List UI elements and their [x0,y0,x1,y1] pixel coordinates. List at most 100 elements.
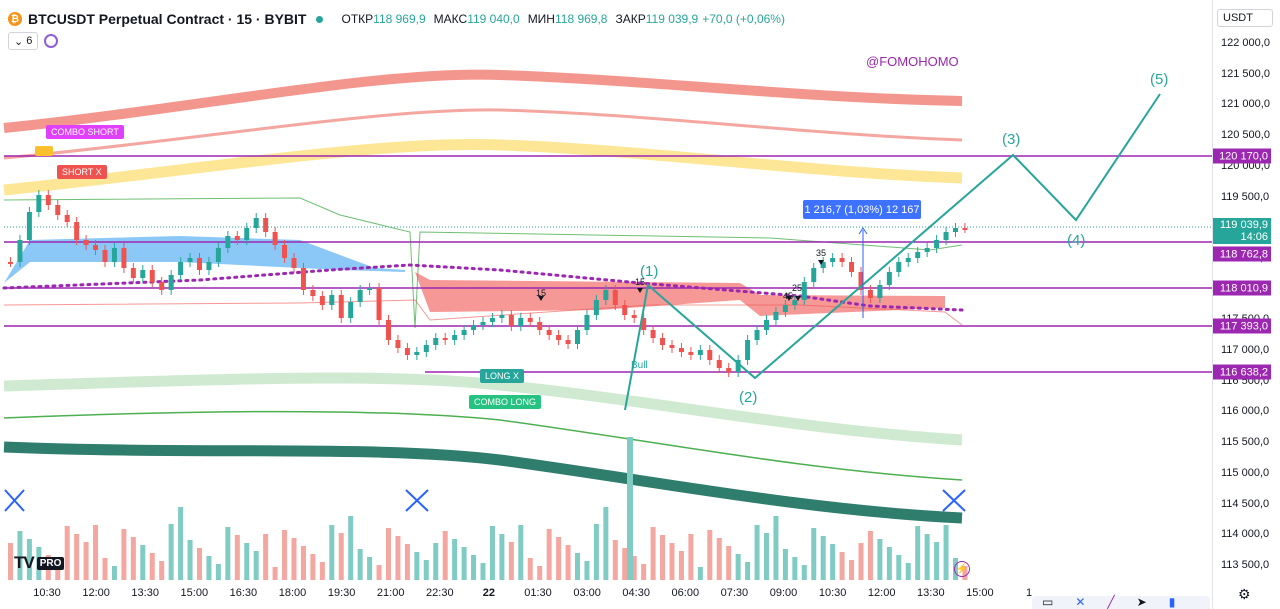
volume-bar [896,555,902,580]
toolbar-icon-1[interactable]: ▭ [1042,595,1054,609]
candle-body [754,330,760,340]
volume-bar [149,553,155,580]
candle-body [45,195,51,205]
sync-icon[interactable] [44,34,59,48]
toolbar-icon-4[interactable]: ➤ [1136,595,1147,609]
volume-bar [423,560,429,580]
candle-body [36,195,42,212]
candle-body [55,205,61,215]
lower-band-teal-thick [3,441,963,524]
candle-body [159,282,165,290]
wave-label-2: (2) [739,389,757,406]
tv-logo-mark: TV [14,553,35,572]
bottom-toolbar: ▭ ✕ ╱ ➤ ▮ [1032,595,1210,609]
upper-band-yellow [3,138,963,196]
high-value: 119 040,0 [467,12,520,26]
price-tag-level-4: 117 393,0 [1213,318,1271,334]
current-price: 119 039,9 [1219,219,1268,231]
time-axis-label: 22:30 [426,587,454,599]
candle-body [206,262,212,270]
volume-bar [527,558,533,580]
candle-body [64,215,70,222]
candle-body [820,262,826,268]
candle-body [650,330,656,338]
volume-bar [924,534,930,580]
volume-bar [792,557,798,580]
volume-bar [499,534,505,580]
tradingview-logo[interactable]: TV PRO [14,553,65,573]
gear-icon[interactable]: ⚙ [1238,586,1251,602]
volume-bar [839,552,845,580]
volume-bar [338,533,344,580]
volume-bar [612,540,618,580]
volume-bar [376,565,382,580]
toolbar-icon-5[interactable]: ▮ [1168,595,1176,609]
candle-body [934,240,940,248]
candle-body [291,258,297,268]
watermark: @FOMOHOMO [866,54,959,69]
price-axis-label: 120 500,0 [1221,129,1270,142]
symbol-title[interactable]: BTCUSDT Perpetual Contract · 15 · BYBIT [28,11,307,27]
indicators-toggle[interactable]: ⌄ 6 [8,32,39,50]
price-tag-level-3: 118 010,9 [1213,280,1271,296]
candle-body [140,270,146,278]
time-axis-label: 1 [1025,587,1033,599]
time-axis-label: 12:00 [82,587,110,599]
time-axis-label: 03:00 [573,587,601,599]
candle-body [764,320,769,330]
price-axis[interactable] [1212,0,1280,609]
toolbar-icon-2[interactable]: ✕ [1075,595,1086,609]
toolbar-icon-3[interactable]: ╱ [1107,595,1115,609]
volume-bar [367,557,373,580]
change-value: +70,0 (+0,06%) [702,12,785,26]
time-axis-label: 12:00 [867,587,896,599]
lower-band-red-thin [3,299,963,326]
volume-bar [244,543,250,580]
candle-body [272,232,278,245]
candle-body [641,318,647,330]
time-axis-label: 10:30 [33,587,61,599]
volume-bar [641,564,647,580]
time-axis-label: 16:30 [229,587,258,599]
candle-body [830,258,836,262]
volume-bar [282,530,288,580]
volume-bar [17,531,23,580]
x-marker-left [4,489,25,512]
candle-body [584,315,590,330]
volume-bar [395,536,401,580]
candle-body [839,258,845,262]
candle-body [905,258,911,262]
candle-body [631,315,637,318]
currency-select[interactable]: USDT [1217,9,1273,27]
lightning-icon[interactable]: ⚡ [954,561,970,577]
volume-bar [26,539,32,580]
volume-bar [489,526,495,580]
volume-bar [858,543,864,580]
candle-body [745,340,751,360]
candle-body [225,236,231,248]
candle-body [386,320,391,340]
low-value: 118 969,8 [554,12,608,26]
candle-body [811,268,817,282]
candle-body [962,228,968,230]
chevron-down-icon: ⌄ [14,35,24,48]
time-axis-label: 15:00 [966,587,994,599]
volume-bar [688,534,694,580]
volume-bar [593,524,599,580]
price-axis-label: 116 000,0 [1221,405,1270,418]
price-axis-label: 115 000,0 [1221,466,1270,479]
combo-short-label: COMBO SHORT [46,125,124,139]
candle-body [17,240,23,262]
volume-bar [801,565,807,580]
candle-body [575,330,580,344]
volume-bar [329,525,335,580]
candle-body [612,290,618,305]
time-axis-label: 13:30 [917,587,945,599]
price-tag-level-2: 118 762,8 [1213,246,1271,262]
volume-bar [697,567,703,580]
candle-body [282,245,288,258]
candle-body [234,236,240,240]
short-x-label: SHORT X [57,165,107,179]
price-chart[interactable]: (1) (2) (3) (4) (5) 15 15 35 25 45 Bull [0,0,1212,609]
volume-bar [508,542,514,580]
